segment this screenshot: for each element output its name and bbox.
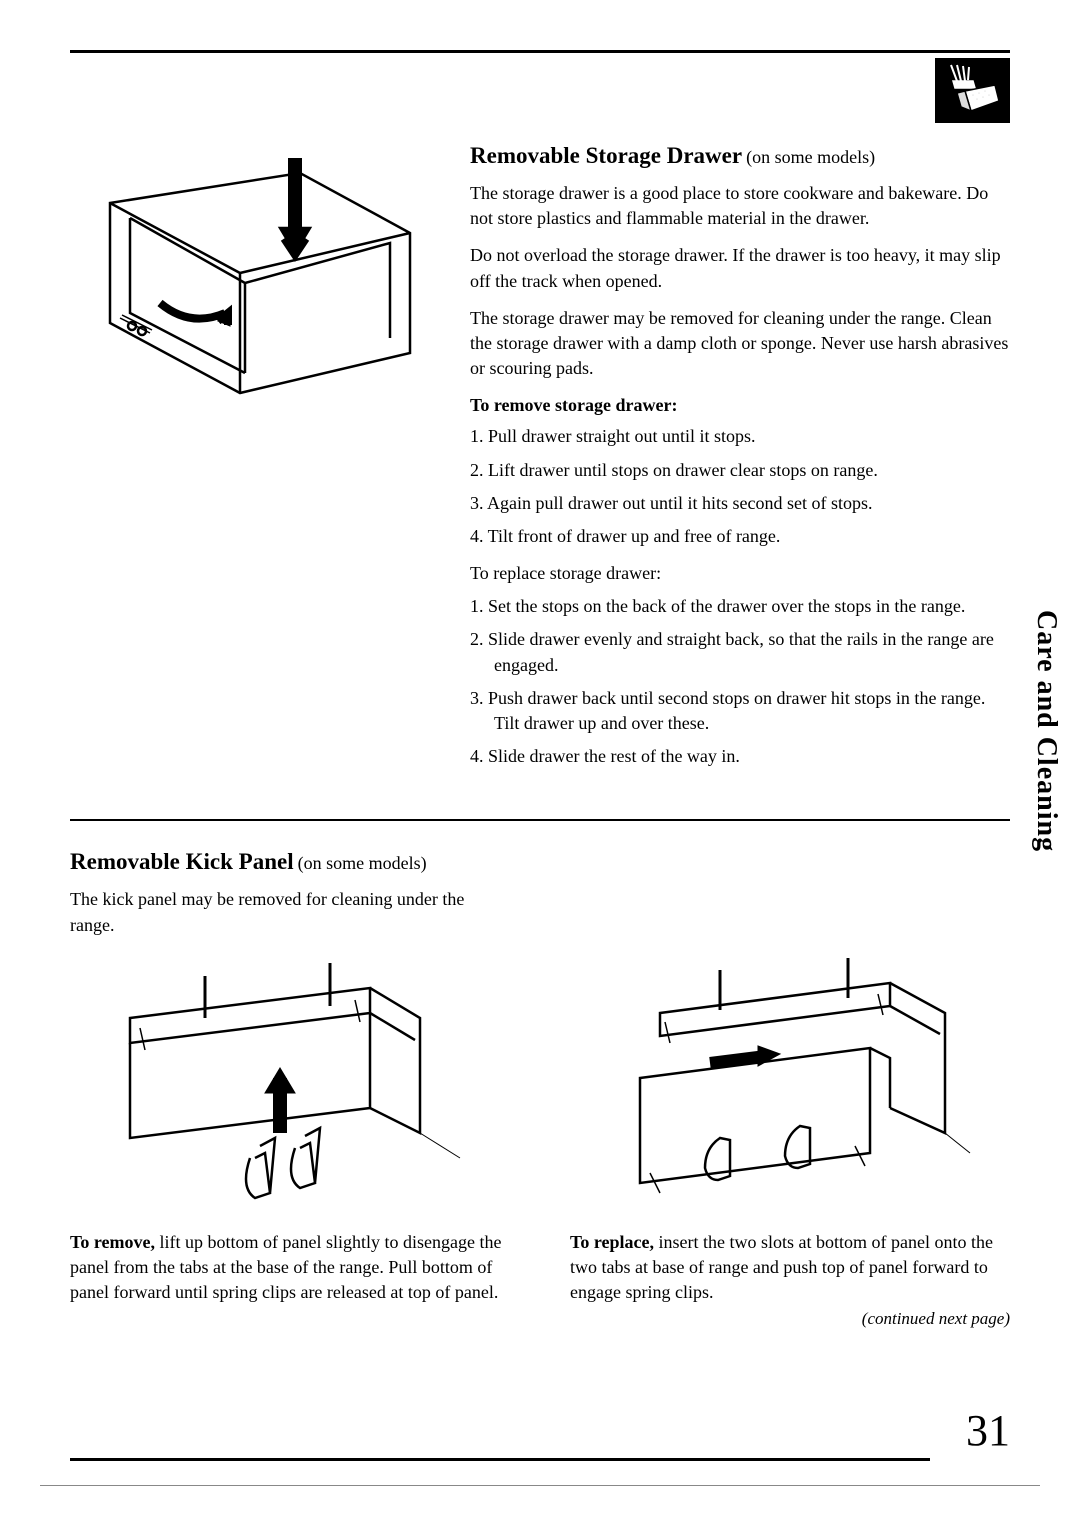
section1-title: Removable Storage Drawer <box>470 143 742 168</box>
kick-panel-columns: To remove, lift up bottom of panel sligh… <box>70 958 1010 1330</box>
para2: Do not overload the storage drawer. If t… <box>470 243 1010 293</box>
remove-heading: To remove storage drawer: <box>470 395 1010 416</box>
bottom-thin-rule <box>40 1485 1040 1486</box>
storage-drawer-section: Removable Storage Drawer (on some models… <box>70 143 1010 799</box>
top-rule <box>70 50 1010 53</box>
page-number: 31 <box>966 1405 1010 1456</box>
section2-intro: The kick panel may be removed for cleani… <box>70 887 510 937</box>
remove-illustration <box>70 958 510 1218</box>
cleaning-icon <box>935 58 1010 123</box>
replace-text: To replace, insert the two slots at bott… <box>570 1230 1010 1306</box>
list-item: 2. Lift drawer until stops on drawer cle… <box>470 458 1010 483</box>
replace-column: To replace, insert the two slots at bott… <box>570 958 1010 1330</box>
list-item: 3. Again pull drawer out until it hits s… <box>470 491 1010 516</box>
section-divider <box>70 819 1010 821</box>
list-item: 2. Slide drawer evenly and straight back… <box>470 627 1010 677</box>
replace-list: 1. Set the stops on the back of the draw… <box>470 594 1010 769</box>
replace-illustration <box>570 958 1010 1218</box>
remove-text: To remove, lift up bottom of panel sligh… <box>70 1230 510 1306</box>
section2-title: Removable Kick Panel <box>70 849 294 874</box>
continued-note: (continued next page) <box>570 1309 1010 1329</box>
para3: The storage drawer may be removed for cl… <box>470 306 1010 382</box>
section1-subtitle: (on some models) <box>746 147 875 167</box>
kick-panel-heading: Removable Kick Panel (on some models) <box>70 849 1010 875</box>
remove-bold: To remove, <box>70 1232 155 1252</box>
list-item: 3. Push drawer back until second stops o… <box>470 686 1010 736</box>
section2-subtitle: (on some models) <box>298 853 427 873</box>
list-item: 1. Set the stops on the back of the draw… <box>470 594 1010 619</box>
document-page: Removable Storage Drawer (on some models… <box>0 0 1080 1516</box>
remove-list: 1. Pull drawer straight out until it sto… <box>470 424 1010 549</box>
para1: The storage drawer is a good place to st… <box>470 181 1010 231</box>
replace-heading: To replace storage drawer: <box>470 561 1010 586</box>
side-tab-label: Care and Cleaning <box>1030 610 1062 852</box>
replace-bold: To replace, <box>570 1232 654 1252</box>
bottom-rule <box>70 1458 930 1461</box>
storage-drawer-text: Removable Storage Drawer (on some models… <box>470 143 1010 769</box>
list-item: 4. Tilt front of drawer up and free of r… <box>470 524 1010 549</box>
remove-column: To remove, lift up bottom of panel sligh… <box>70 958 510 1330</box>
list-item: 4. Slide drawer the rest of the way in. <box>470 744 1010 769</box>
list-item: 1. Pull drawer straight out until it sto… <box>470 424 1010 449</box>
drawer-illustration <box>70 143 440 423</box>
